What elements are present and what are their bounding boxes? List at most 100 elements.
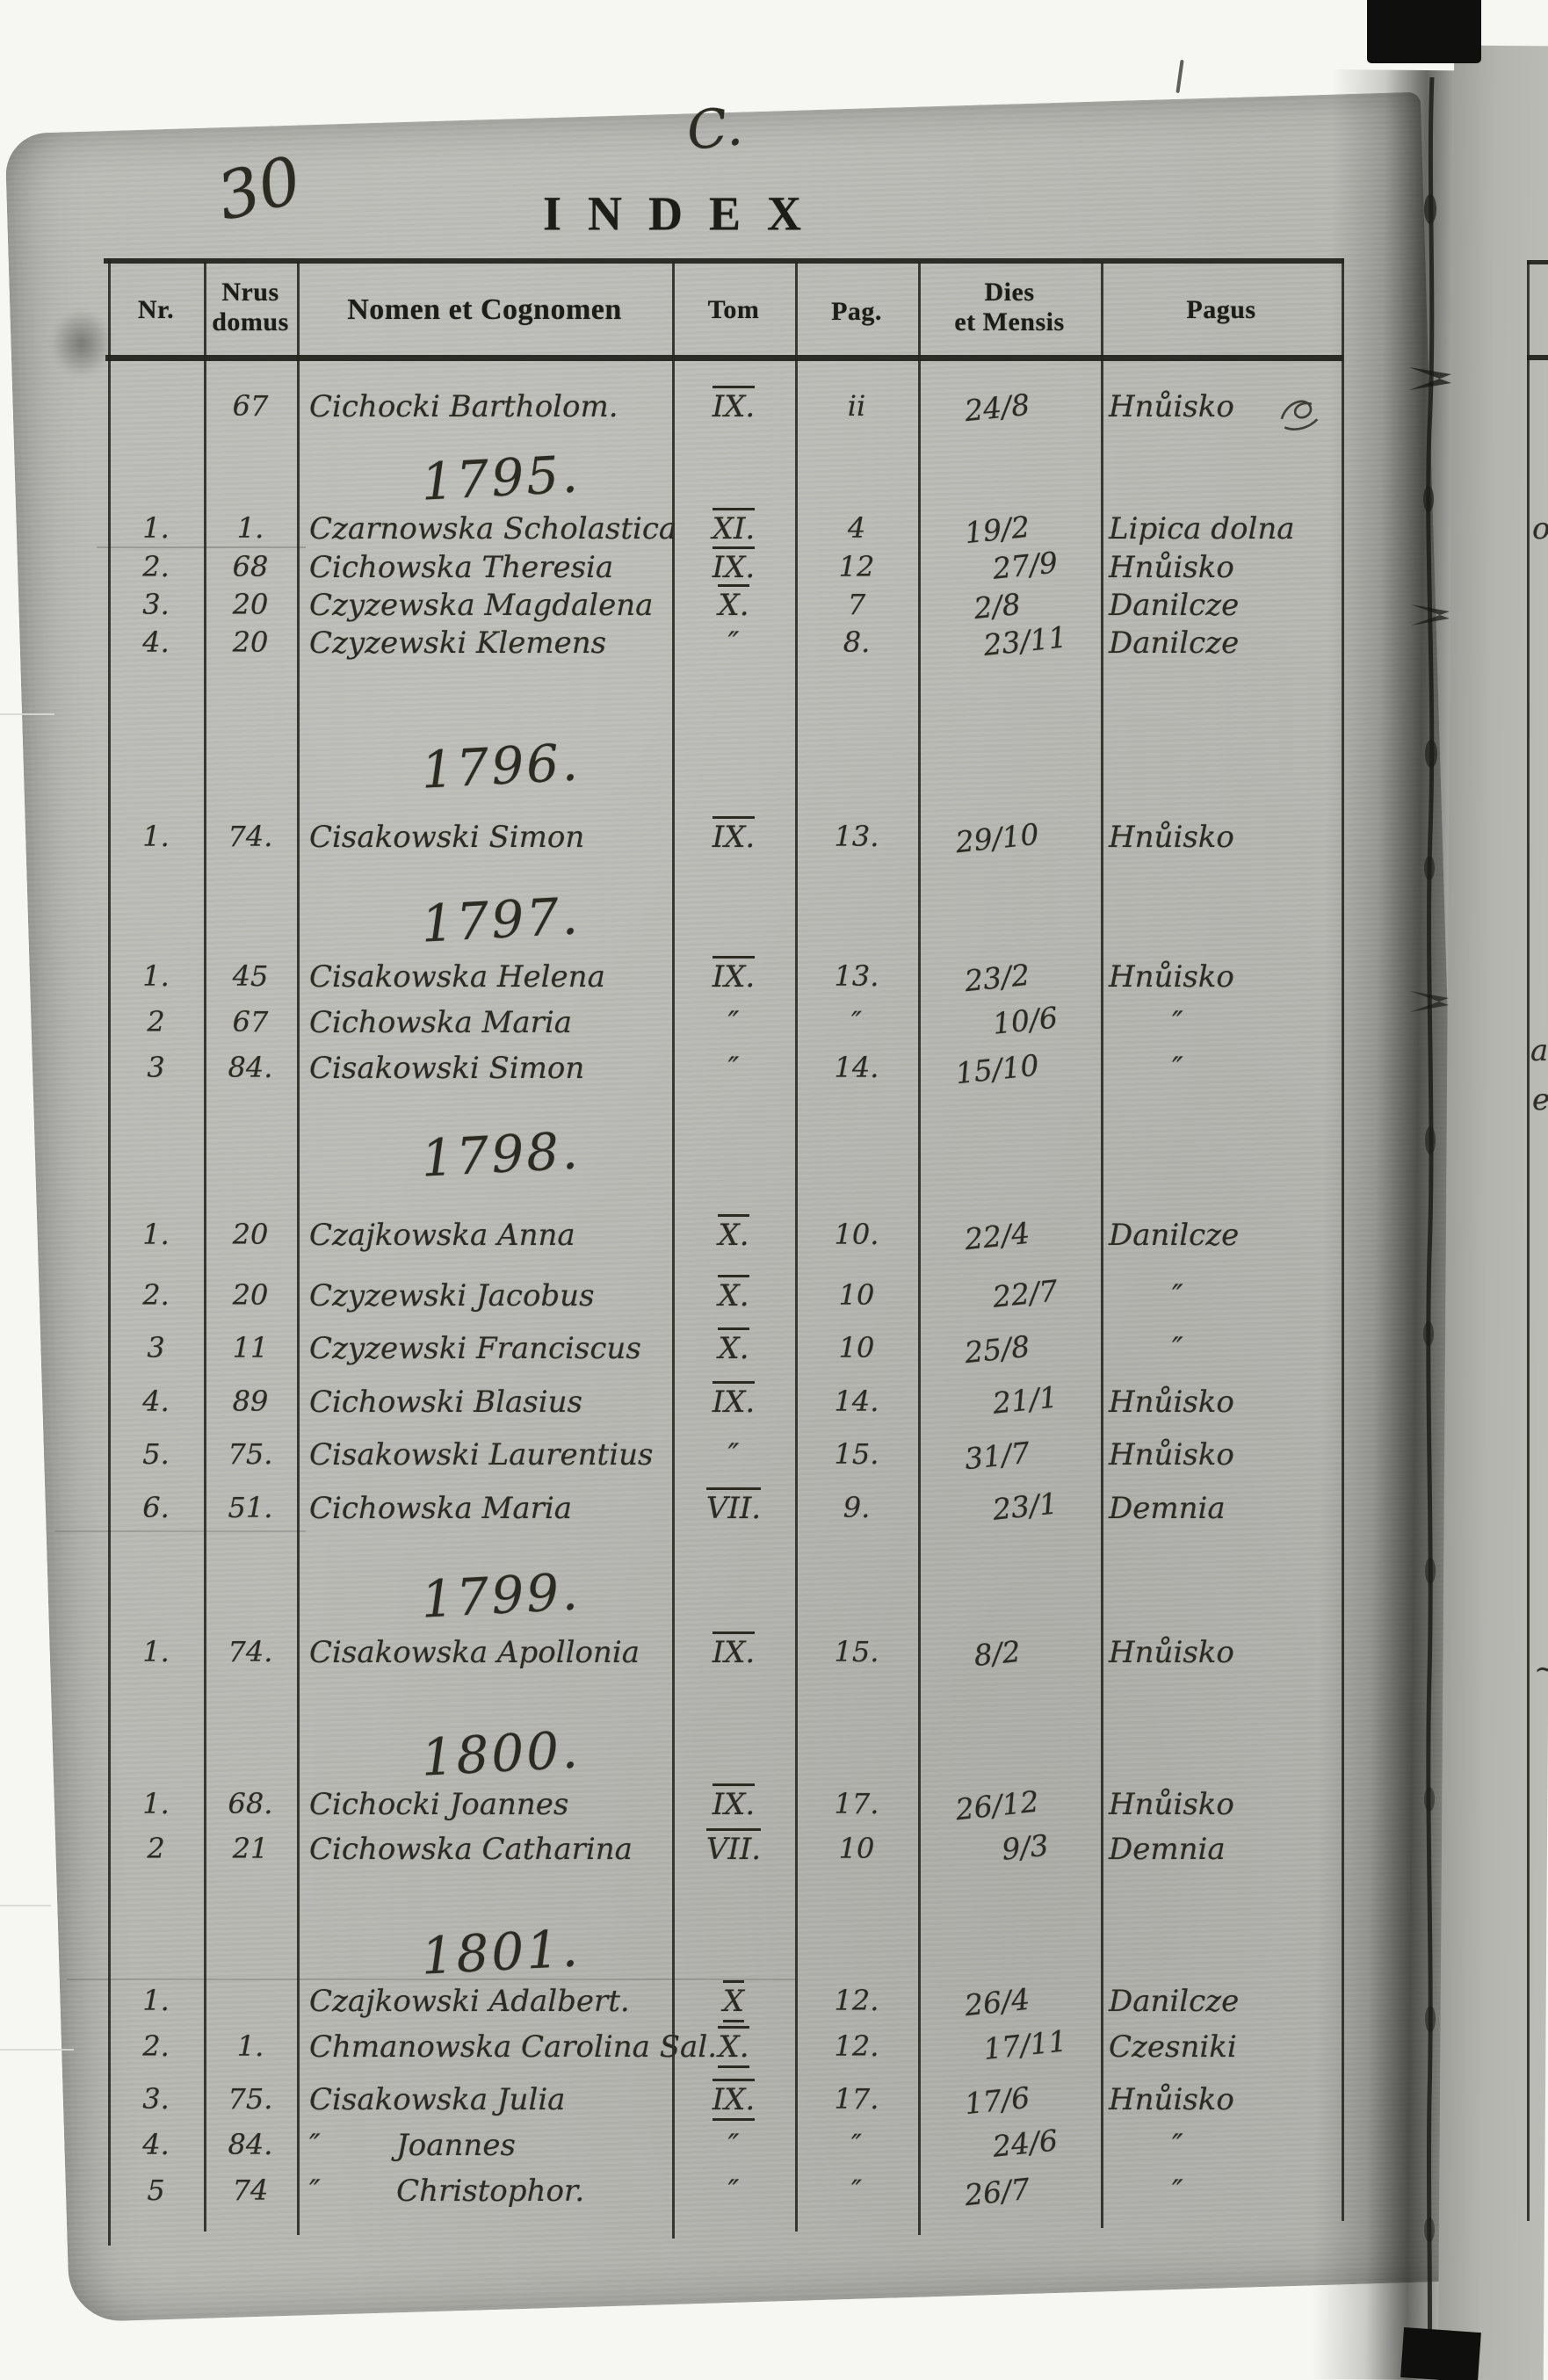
- cell-nr: 2: [147, 1832, 165, 1865]
- cell-tom: IX.: [672, 386, 795, 424]
- cell-tom: X: [672, 1980, 795, 2022]
- cell-page: 12: [838, 550, 875, 583]
- cell-nr: 3.: [142, 2082, 170, 2116]
- cell-name: Cichowska Maria: [309, 1005, 573, 1040]
- cell-page: ″: [851, 2174, 862, 2207]
- table-row: 5. 75. Cisakowski Laurentius ″ 15. 31/7 Hnůisk…: [0, 1436, 1548, 1483]
- scan-artifact-line: [0, 1905, 51, 1906]
- cell-house-number: 20: [232, 626, 269, 659]
- cell-nr: 1.: [142, 1787, 170, 1820]
- cell-day-month: 26/12: [953, 1783, 1041, 1827]
- cell-village: ″: [1172, 1278, 1183, 1313]
- cell-day-month: 17/6: [963, 2080, 1031, 2122]
- cell-nr: 6.: [142, 1491, 170, 1524]
- table-row: 1. 74. Cisakowski Simon IX. 13. 29/10 Hnůisko: [0, 816, 1548, 865]
- cell-name: ″ Christophor.: [309, 2174, 585, 2209]
- tom-numeral: IX.: [712, 546, 756, 585]
- cell-nr: 3: [147, 1331, 165, 1364]
- tom-numeral: ″: [727, 2174, 740, 2209]
- cell-tom: ″: [672, 626, 795, 661]
- cell-day-month: 15/10: [953, 1047, 1041, 1091]
- cell-nr: 2.: [142, 1278, 170, 1312]
- tom-numeral: ″: [727, 1005, 740, 1040]
- cell-day-month: 29/10: [953, 816, 1041, 860]
- table-row: 1. 74. Cisakowska Apollonia IX. 15. 8/2 Hnůisk…: [0, 1631, 1548, 1681]
- cell-nr: 1.: [142, 820, 170, 853]
- tom-numeral: VII.: [705, 1487, 762, 1526]
- tom-numeral: X.: [718, 2026, 749, 2068]
- column-header-pag: Pag.: [831, 297, 882, 326]
- cell-village: Hnůisko: [1109, 1385, 1234, 1420]
- column-header-dies: Dies et Mensis: [918, 278, 1101, 336]
- cell-page: 14.: [834, 1385, 879, 1418]
- cell-nr: 4.: [142, 2128, 170, 2161]
- cell-name: ″ Joannes: [309, 2128, 516, 2163]
- table-border-line: [672, 262, 675, 2239]
- cell-name: Cichocki Joannes: [309, 1787, 569, 1822]
- table-row: 6. 51. Cichowska Maria VII. 9. 23/1 Demnia: [0, 1486, 1548, 1537]
- cell-page: 10: [838, 1331, 875, 1364]
- cell-page: 14.: [834, 1051, 879, 1084]
- cell-house-number: 75.: [228, 1437, 273, 1471]
- table-row: 67 Cichocki Bartholom. IX. ii 24/8 Hnůisko: [0, 386, 1548, 435]
- cell-tom: ″: [672, 1437, 795, 1472]
- cell-village: Hnůisko: [1109, 1437, 1234, 1472]
- column-header-tom: Tom: [707, 295, 760, 324]
- cell-tom: VII.: [672, 1487, 795, 1526]
- cell-name: Czajkowski Adalbert.: [309, 1984, 630, 2019]
- tom-numeral: X: [722, 1980, 745, 2022]
- tom-numeral: IX.: [712, 816, 756, 855]
- table-row: 1. 20 Czajkowska Anna X. 10. 22/4 Danilcze: [0, 1214, 1548, 1263]
- column-header-dies-line2: et Mensis: [954, 307, 1065, 336]
- cell-name: Chmanowska Carolina Sal.: [309, 2029, 717, 2065]
- cell-tom: IX.: [672, 1783, 795, 1822]
- cell-name: Czyzewski Klemens: [309, 626, 607, 661]
- table-border-line: [108, 258, 111, 2246]
- cell-nr: 2.: [142, 550, 170, 583]
- tom-numeral: X.: [718, 1214, 749, 1253]
- tom-numeral: X.: [718, 584, 749, 623]
- cell-name: Cisakowska Julia: [309, 2082, 566, 2117]
- cell-house-number: 74.: [228, 1635, 273, 1668]
- cell-house-number: 11: [232, 1331, 269, 1364]
- cell-village: Hnůisko: [1109, 389, 1234, 424]
- cell-village: Danilcze: [1109, 1218, 1240, 1253]
- facing-page-table-line: [1527, 260, 1548, 264]
- adjacent-page-text-fragment: a: [1530, 1033, 1548, 1068]
- cell-village: Czesniki: [1109, 2029, 1237, 2065]
- table-row: 3. 20 Czyzewska Magdalena X. 7 2/8 Danilcze: [0, 584, 1548, 633]
- cell-village: ″: [1172, 1331, 1183, 1366]
- cell-page: 12.: [834, 1984, 879, 2017]
- cell-tom: IX.: [672, 956, 795, 995]
- table-row: 2 21 Cichowska Catharina VII. 10 9/3 Demnia: [0, 1827, 1548, 1877]
- cell-name: Cisakowski Laurentius: [309, 1437, 654, 1472]
- tom-numeral: ″: [727, 1437, 740, 1472]
- cell-page: 10.: [834, 1218, 879, 1251]
- cell-name: Cisakowska Helena: [309, 959, 605, 995]
- cell-name: Czyzewski Franciscus: [309, 1331, 641, 1366]
- cell-tom: X.: [672, 2026, 795, 2068]
- tom-numeral: IX.: [712, 1631, 756, 1670]
- cell-tom: ″: [672, 2128, 795, 2163]
- cell-day-month: 23/2: [963, 957, 1031, 999]
- cell-house-number: 74: [232, 2174, 269, 2207]
- table-border-line: [104, 258, 1344, 264]
- table-row: 1. 1. Czarnowska Scholastica XI. 4 19/2 Lipica…: [0, 508, 1548, 557]
- cell-page: 15.: [834, 1437, 879, 1471]
- cell-house-number: 21: [232, 1832, 269, 1865]
- cell-nr: 5: [147, 2174, 165, 2207]
- table-row: 3. 75. Cisakowska Julia IX. 17. 17/6 Hnůisko: [0, 2079, 1548, 2128]
- ink-doodle-icon: [1280, 400, 1319, 430]
- cell-house-number: 68.: [228, 1787, 273, 1820]
- column-header-name: Nomen et Cognomen: [347, 293, 622, 326]
- cell-village: Hnůisko: [1109, 959, 1234, 995]
- cell-house-number: 84.: [228, 2128, 273, 2161]
- adjacent-page-text-fragment: o: [1532, 511, 1548, 546]
- cell-page: 9.: [843, 1491, 871, 1524]
- cell-day-month: 26/4: [963, 1981, 1031, 2023]
- cell-nr: 4.: [142, 626, 170, 659]
- cell-name: Czarnowska Scholastica: [309, 511, 677, 546]
- cell-village: ″: [1172, 2128, 1183, 2163]
- cell-nr: 1.: [142, 959, 170, 993]
